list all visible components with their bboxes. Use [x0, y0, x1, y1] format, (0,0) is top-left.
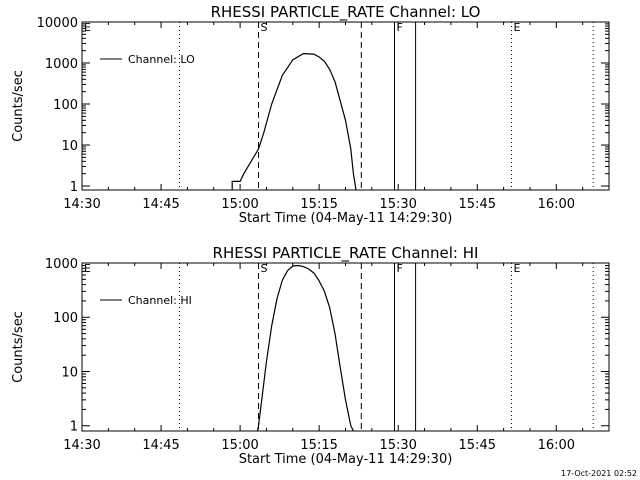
- x-tick-label: 14:30: [63, 197, 100, 212]
- x-tick-label: 14:30: [63, 438, 100, 453]
- y-tick-label: 10: [61, 365, 78, 380]
- footer-timestamp: 17-Oct-2021 02:52: [561, 469, 637, 478]
- x-axis-label: Start Time (04-May-11 14:29:30): [239, 211, 453, 226]
- marker-label: E: [84, 21, 91, 34]
- y-tick-label: 10000: [37, 16, 78, 31]
- x-tick-label: 15:45: [459, 197, 496, 212]
- y-axis-label: Counts/sec: [11, 70, 26, 142]
- legend-label: Channel: HI: [128, 294, 192, 307]
- x-tick-label: 16:00: [538, 197, 575, 212]
- x-tick-label: 15:30: [379, 438, 416, 453]
- legend-label: Channel: LO: [128, 53, 195, 66]
- x-axis-label: Start Time (04-May-11 14:29:30): [239, 452, 453, 467]
- y-tick-label: 10: [61, 139, 78, 154]
- series-line: [256, 264, 354, 432]
- x-tick-label: 15:15: [300, 438, 337, 453]
- plot-frame: [81, 21, 610, 191]
- y-tick-label: 1: [70, 180, 78, 195]
- y-tick-label: 100: [53, 311, 78, 326]
- marker-label: F: [397, 21, 403, 34]
- x-tick-label: 15:00: [221, 197, 258, 212]
- x-tick-label: 14:45: [142, 197, 179, 212]
- marker-label: E: [514, 262, 521, 275]
- chart-title: RHESSI PARTICLE_RATE Channel: HI: [213, 244, 479, 263]
- x-tick-label: 15:30: [379, 197, 416, 212]
- y-tick-label: 100: [53, 98, 78, 113]
- marker-label: S: [261, 262, 268, 275]
- hi-channel-panel: RHESSI PARTICLE_RATE Channel: HI E S F E 14:3…: [11, 244, 610, 467]
- x-tick-label: 16:00: [538, 438, 575, 453]
- y-tick-label: 1: [70, 420, 78, 435]
- plot-frame: [81, 262, 610, 432]
- y-tick-label: 1000: [45, 257, 78, 272]
- chart-title: RHESSI PARTICLE_RATE Channel: LO: [211, 3, 481, 22]
- marker-label: F: [397, 262, 403, 275]
- y-tick-label: 1000: [45, 57, 78, 72]
- marker-label: E: [514, 21, 521, 34]
- x-tick-label: 15:45: [459, 438, 496, 453]
- x-tick-label: 15:15: [300, 197, 337, 212]
- x-tick-label: 15:00: [221, 438, 258, 453]
- x-tick-label: 14:45: [142, 438, 179, 453]
- marker-label: E: [84, 262, 91, 275]
- lo-channel-panel: RHESSI PARTICLE_RATE Channel: LO E S F E 14:3…: [11, 3, 610, 226]
- y-axis-label: Counts/sec: [11, 311, 26, 383]
- series-line: [231, 52, 357, 191]
- marker-label: S: [261, 21, 268, 34]
